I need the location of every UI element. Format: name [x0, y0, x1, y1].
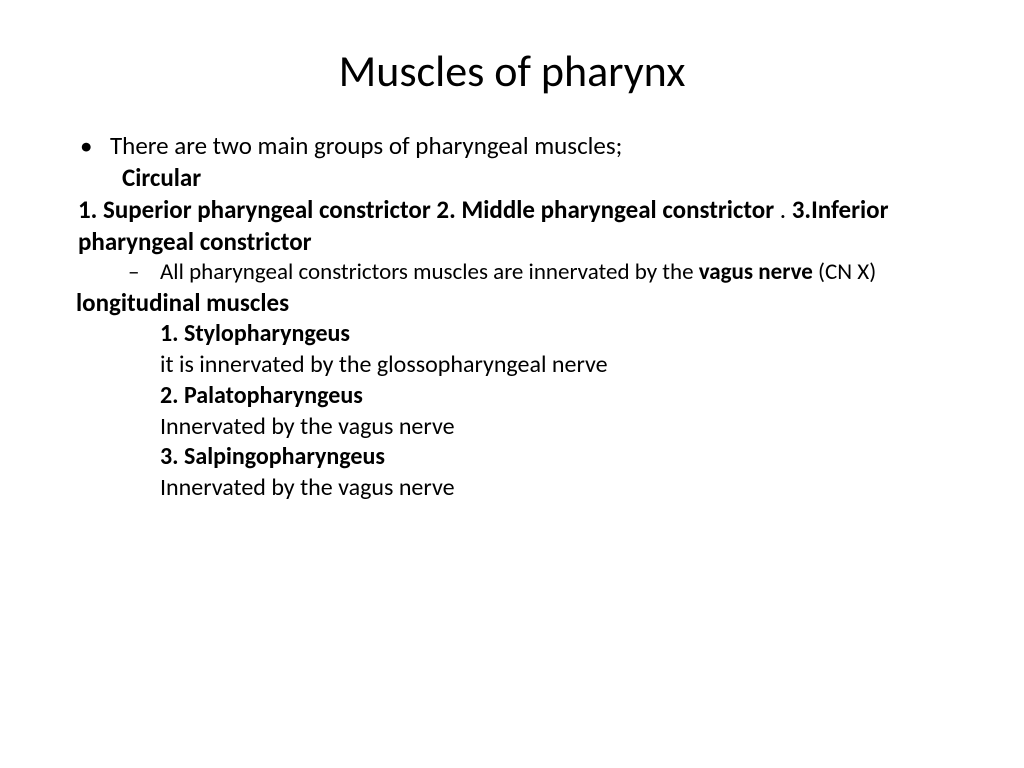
- palatopharyngeus-label: 2. Palatopharyngeus: [160, 381, 974, 412]
- intro-line: There are two main groups of pharyngeal …: [110, 130, 974, 162]
- vagus-nerve-bold: vagus nerve: [699, 258, 813, 286]
- slide-title: Muscles of pharynx: [50, 44, 974, 98]
- stylopharyngeus-label: 1. Stylopharyngeus: [160, 319, 974, 350]
- palatopharyngeus-innervation: Innervated by the vagus nerve: [160, 412, 974, 443]
- stylopharyngeus-innervation: it is innervated by the glossopharyngeal…: [160, 350, 974, 381]
- slide-container: Muscles of pharynx There are two main gr…: [0, 0, 1024, 768]
- slide-body: There are two main groups of pharyngeal …: [50, 130, 974, 504]
- innervation-prefix: All pharyngeal constrictors muscles are …: [160, 258, 699, 286]
- longitudinal-heading: longitudinal muscles: [76, 287, 974, 319]
- salpingopharyngeus-innervation: Innervated by the vagus nerve: [160, 473, 974, 504]
- constrictors-list: 1. Superior pharyngeal constrictor 2. Mi…: [78, 194, 974, 258]
- circular-heading: Circular: [122, 162, 974, 194]
- constrictors-innervation: All pharyngeal constrictors muscles are …: [160, 258, 974, 287]
- cnx-text: (CN X): [813, 258, 876, 286]
- salpingopharyngeus-label: 3. Salpingopharyngeus: [160, 442, 974, 473]
- constrictors-dot: .: [780, 194, 792, 225]
- constrictors-line1: 1. Superior pharyngeal constrictor 2. Mi…: [78, 194, 774, 225]
